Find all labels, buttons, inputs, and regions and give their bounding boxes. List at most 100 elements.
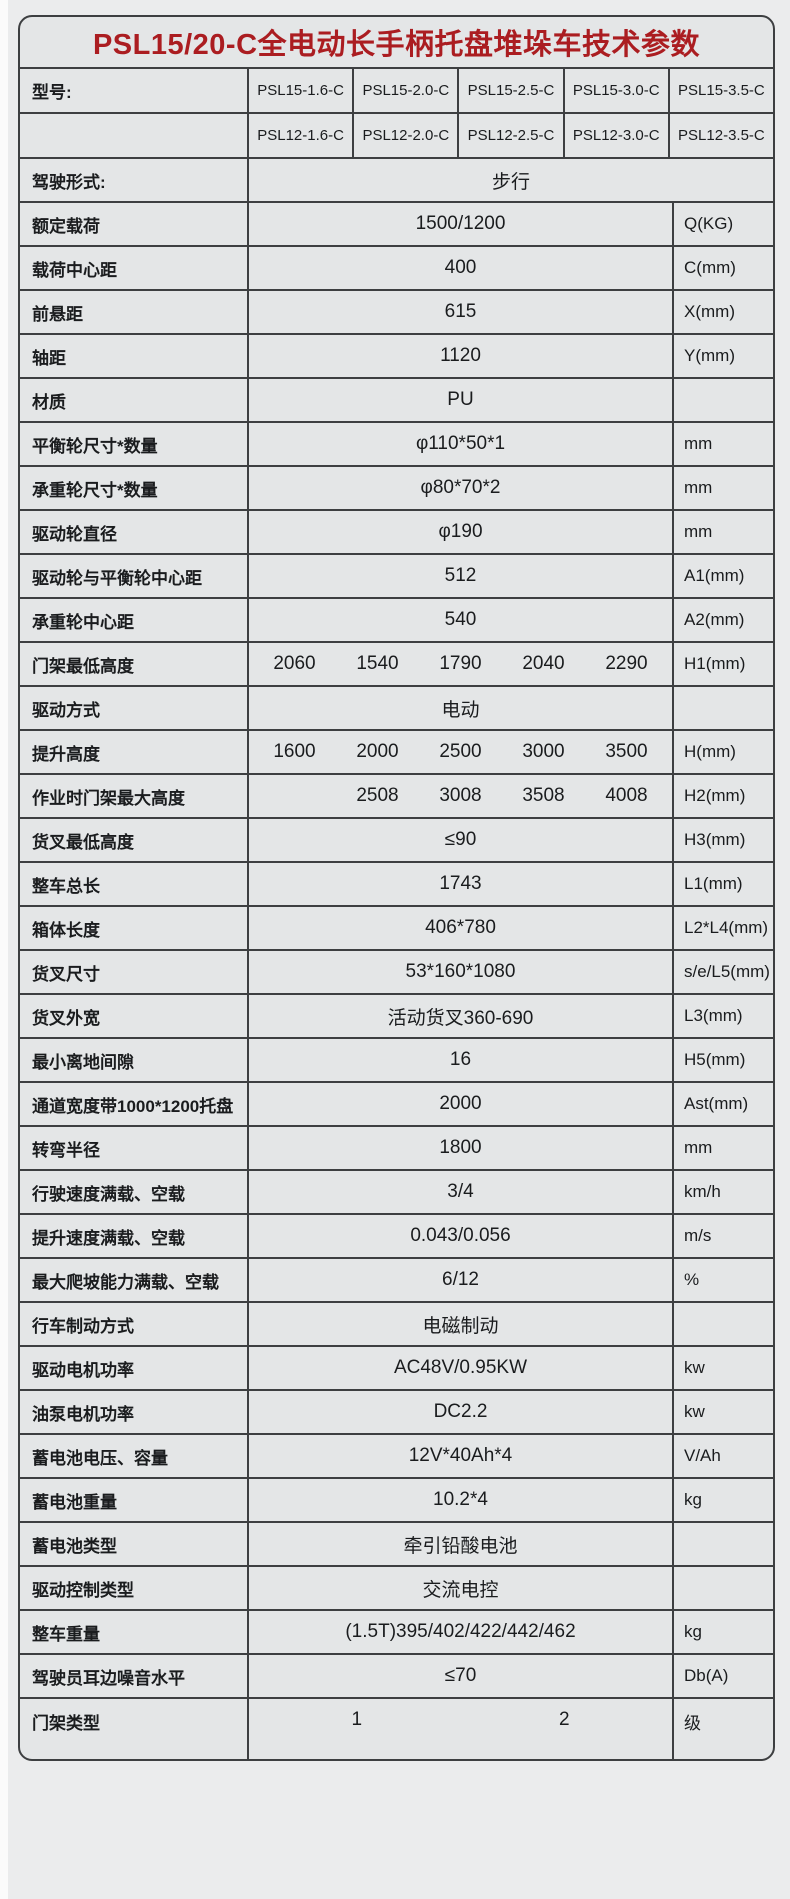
page-title: PSL15/20-C全电动长手柄托盘堆垛车技术参数 xyxy=(92,29,701,61)
spec-value: 400 xyxy=(247,247,672,289)
spec-unit xyxy=(672,1303,773,1345)
spec-label: 门架类型 xyxy=(32,1714,100,1733)
spec-unit: H(mm) xyxy=(672,731,773,773)
spec-label: 最小离地间隙 xyxy=(32,1052,134,1072)
spec-value: 1120 xyxy=(247,335,672,377)
spec-value: ≤90 xyxy=(247,819,672,861)
spec-row: 轴距 1120 Y(mm) xyxy=(20,333,773,377)
spec-unit: X(mm) xyxy=(672,291,773,333)
spec-label: 最大爬坡能力满载、空载 xyxy=(32,1272,219,1292)
model-cell: PSL12-2.5-C xyxy=(457,114,562,157)
spec-row: 蓄电池类型 牵引铅酸电池 xyxy=(20,1521,773,1565)
spec-unit: kw xyxy=(672,1391,773,1433)
spec-value-item: 2000 xyxy=(356,741,399,762)
spec-unit: L3(mm) xyxy=(672,995,773,1037)
spec-row: 驱动电机功率 AC48V/0.95KW kw xyxy=(20,1345,773,1389)
spec-value-item: 3508 xyxy=(522,785,565,806)
spec-row: 货叉外宽 活动货叉360-690 L3(mm) xyxy=(20,993,773,1037)
spec-row: 前悬距 615 X(mm) xyxy=(20,289,773,333)
spec-value: DC2.2 xyxy=(247,1391,672,1433)
spec-label: 驱动方式 xyxy=(32,700,100,720)
spec-value-item: 1790 xyxy=(439,653,482,674)
spec-value-item: 2508 xyxy=(356,785,399,806)
model-cell: PSL15-2.5-C xyxy=(457,69,562,112)
model-cell: PSL12-1.6-C xyxy=(247,114,352,157)
spec-unit: H5(mm) xyxy=(672,1039,773,1081)
spec-label: 行车制动方式 xyxy=(32,1316,134,1336)
spec-row: 行车制动方式 电磁制动 xyxy=(20,1301,773,1345)
spec-label: 驾驶形式: xyxy=(32,172,106,192)
spec-value: 615 xyxy=(247,291,672,333)
spec-value: 12V*40Ah*4 xyxy=(247,1435,672,1477)
spec-label: 驱动控制类型 xyxy=(32,1580,134,1600)
spec-unit xyxy=(672,1523,773,1565)
spec-label: 额定载荷 xyxy=(32,216,100,236)
spec-row: 最大爬坡能力满载、空载 6/12% xyxy=(20,1257,773,1301)
spec-value: 540 xyxy=(247,599,672,641)
spec-label: 箱体长度 xyxy=(32,920,100,940)
spec-unit: kw xyxy=(672,1347,773,1389)
spec-value: 2000 xyxy=(247,1083,672,1125)
spec-value: 1743 xyxy=(247,863,672,905)
spec-label: 驾驶员耳边噪音水平 xyxy=(32,1668,185,1688)
spec-value: 3/4 xyxy=(247,1171,672,1213)
spec-unit: mm xyxy=(672,467,773,509)
spec-value: 电磁制动 xyxy=(247,1303,672,1345)
model-header-section: 型号: PSL15-1.6-C PSL15-2.0-C PSL15-2.5-C PSL1… xyxy=(20,67,773,157)
model-row: PSL12-1.6-C PSL12-2.0-C PSL12-2.5-C PSL12-3… xyxy=(20,112,773,157)
spec-value: (1.5T)395/402/422/442/462 xyxy=(247,1611,672,1653)
spec-value: 1600 2000 2500 3000 3500 xyxy=(247,731,672,773)
spec-value: 1500/1200 xyxy=(247,203,672,245)
model-row: 型号: PSL15-1.6-C PSL15-2.0-C PSL15-2.5-C PSL1… xyxy=(20,67,773,112)
model-cell: PSL12-3.5-C xyxy=(667,114,773,157)
spec-unit xyxy=(672,1567,773,1609)
model-cell: PSL15-1.6-C xyxy=(247,69,352,112)
spec-value: 1800 xyxy=(247,1127,672,1169)
spec-value-item: 2060 xyxy=(273,653,316,674)
spec-unit: mm xyxy=(672,1127,773,1169)
spec-row: 整车重量 (1.5T)395/402/422/442/462 kg xyxy=(20,1609,773,1653)
spec-row: 蓄电池电压、容量 12V*40Ah*4 V/Ah xyxy=(20,1433,773,1477)
spec-row: 通道宽度带1000*1200托盘 2000 Ast(mm) xyxy=(20,1081,773,1125)
spec-label: 承重轮中心距 xyxy=(32,612,134,632)
spec-row: 转弯半径 1800 mm xyxy=(20,1125,773,1169)
model-cell: PSL15-3.0-C xyxy=(562,69,668,112)
spec-unit: % xyxy=(672,1259,773,1301)
spec-unit xyxy=(672,687,773,729)
spec-row: 最小离地间隙 16 H5(mm) xyxy=(20,1037,773,1081)
spec-unit: kg xyxy=(672,1479,773,1521)
spec-value: φ110*50*1 xyxy=(247,423,672,465)
spec-value: 交流电控 xyxy=(247,1567,672,1609)
spec-unit: Q(KG) xyxy=(672,203,773,245)
spec-value-item: 1600 xyxy=(273,741,316,762)
spec-value-item: 1 xyxy=(351,1709,363,1730)
spec-value: 0.043/0.056 xyxy=(247,1215,672,1257)
spec-value-item: 3500 xyxy=(605,741,648,762)
spec-row: 箱体长度 406*780 L2*L4(mm) xyxy=(20,905,773,949)
spec-label: 提升速度满载、空载 xyxy=(32,1228,185,1248)
spec-row: 驱动控制类型 交流电控 xyxy=(20,1565,773,1609)
spec-unit: L1(mm) xyxy=(672,863,773,905)
spec-unit: C(mm) xyxy=(672,247,773,289)
spec-value: 512 xyxy=(247,555,672,597)
spec-row: 承重轮尺寸*数量 φ80*70*2 mm xyxy=(20,465,773,509)
spec-value: 牵引铅酸电池 xyxy=(247,1523,672,1565)
spec-label: 蓄电池类型 xyxy=(32,1536,117,1556)
spec-row: 油泵电机功率 DC2.2 kw xyxy=(20,1389,773,1433)
spec-row: 提升速度满载、空载 0.043/0.056 m/s xyxy=(20,1213,773,1257)
spec-value: 电动 xyxy=(247,687,672,729)
spec-label: 驱动轮直径 xyxy=(32,524,117,544)
spec-row: 载荷中心距 400 C(mm) xyxy=(20,245,773,289)
spec-value-item: 2290 xyxy=(605,653,648,674)
spec-unit: H1(mm) xyxy=(672,643,773,685)
spec-label: 前悬距 xyxy=(32,304,83,324)
spec-label: 行驶速度满载、空载 xyxy=(32,1184,185,1204)
spec-row: 门架最低高度 2060 1540 1790 2040 2290 H1(mm) xyxy=(20,641,773,685)
spec-value: 2060 1540 1790 2040 2290 xyxy=(247,643,672,685)
spec-label: 提升高度 xyxy=(32,744,100,764)
spec-row: 提升高度 1600 2000 2500 3000 3500 H(mm) xyxy=(20,729,773,773)
model-cell: PSL15-2.0-C xyxy=(352,69,457,112)
spec-value: 53*160*1080 xyxy=(247,951,672,993)
spec-unit: Y(mm) xyxy=(672,335,773,377)
spec-row: 额定载荷 1500/1200 Q(KG) xyxy=(20,201,773,245)
